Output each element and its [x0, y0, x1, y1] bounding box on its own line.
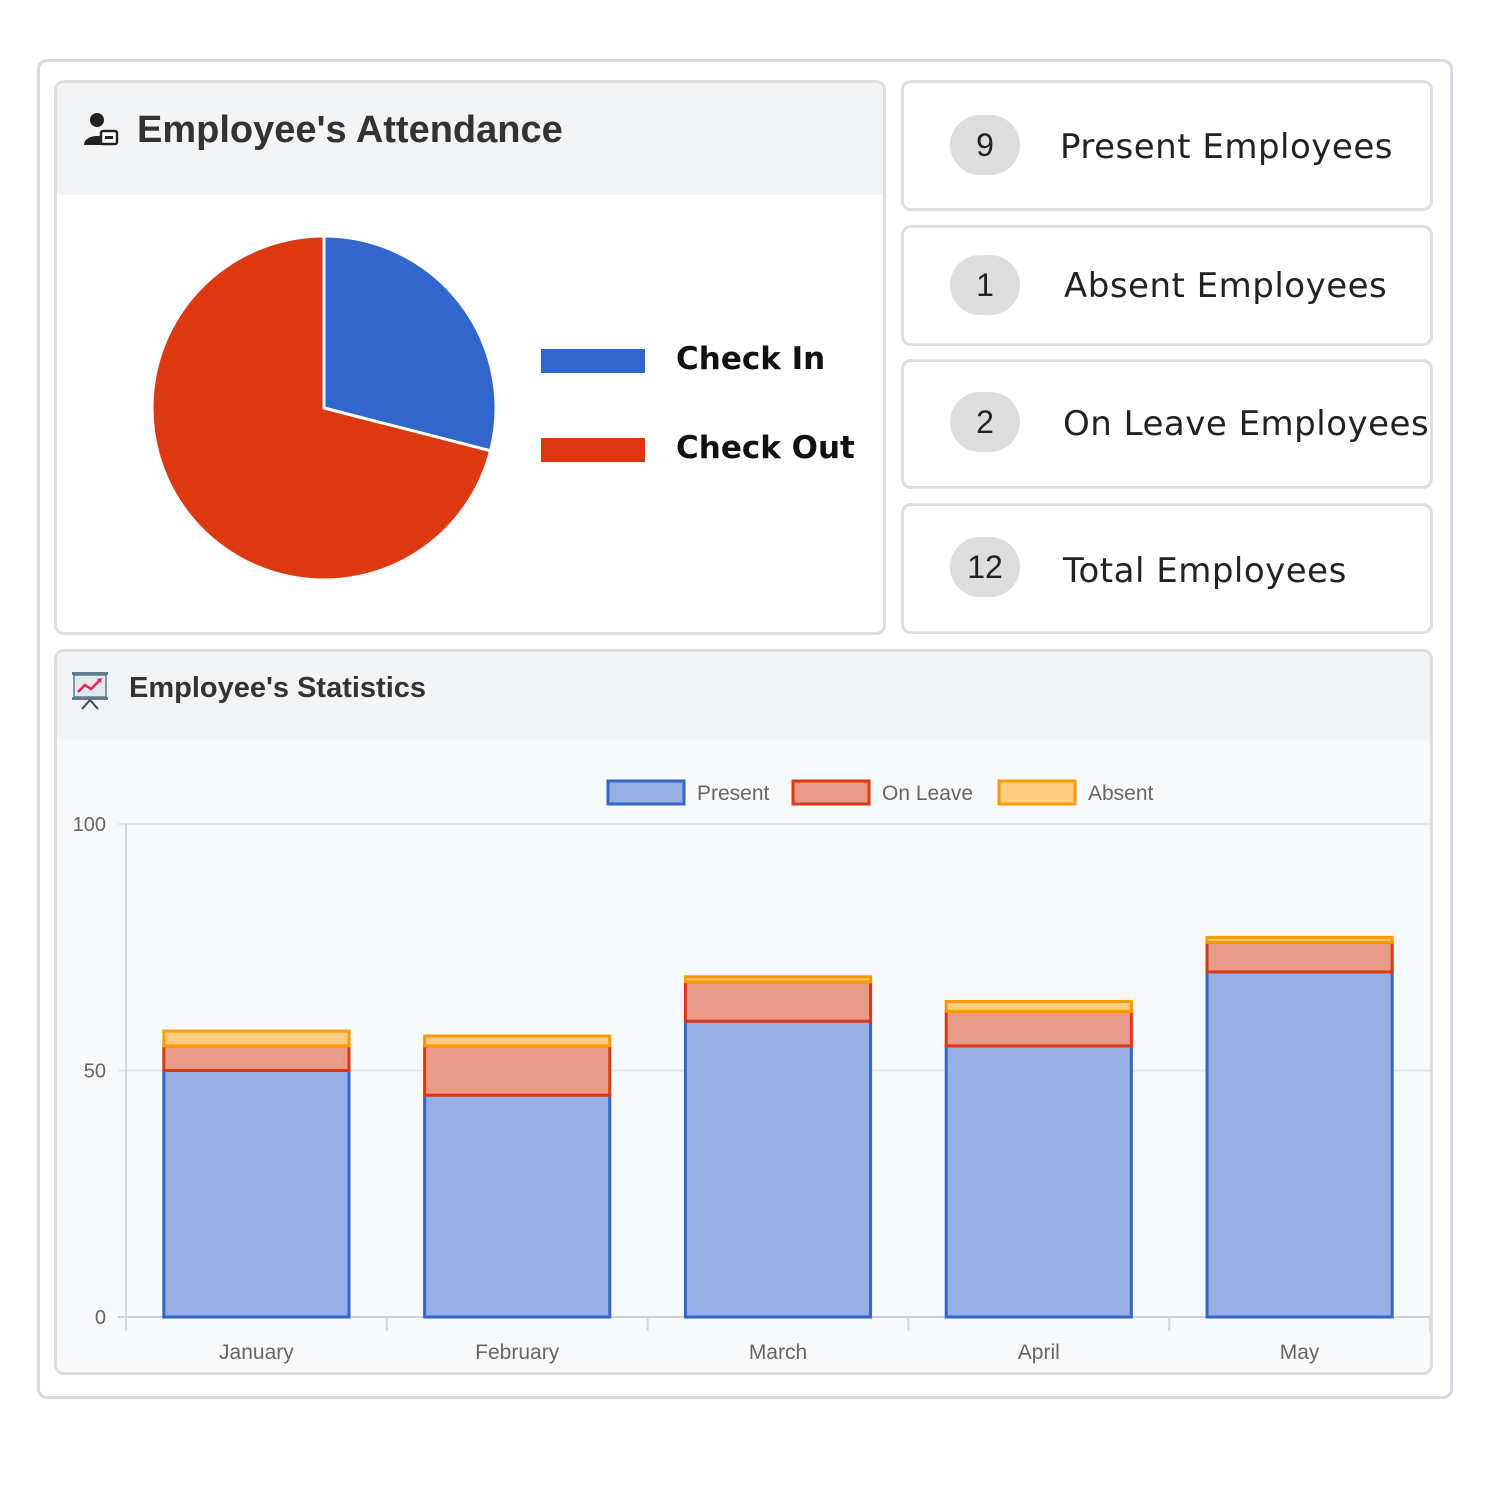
- legend-label-check-out: Check Out: [676, 430, 855, 466]
- pie-slice-check-in: [322, 234, 498, 453]
- bar-present-may: [1205, 970, 1394, 1319]
- bar-on-leave-january: [162, 1044, 351, 1073]
- attendance-pie-chart: [150, 234, 498, 582]
- x-tick-label: March: [749, 1341, 807, 1364]
- bar-absent-march: [683, 975, 873, 984]
- stat-label-absent: Absent Employees: [1064, 266, 1388, 306]
- stat-label-total: Total Employees: [1063, 551, 1347, 591]
- attendance-header: Employee's Attendance: [57, 83, 883, 195]
- user-badge-icon: [84, 113, 119, 146]
- stat-card-total[interactable]: 12 Total Employees: [901, 503, 1433, 634]
- y-tick-label: 100: [73, 814, 106, 836]
- bar-absent-may: [1205, 935, 1394, 944]
- x-tick-label: May: [1280, 1341, 1320, 1364]
- stat-card-on-leave[interactable]: 2 On Leave Employees: [901, 359, 1433, 489]
- x-tick-label: April: [1018, 1341, 1060, 1364]
- stat-card-absent[interactable]: 1 Absent Employees: [901, 225, 1433, 346]
- x-tick-label: January: [219, 1341, 294, 1364]
- legend-swatch-absent: [997, 779, 1077, 806]
- stat-count-absent: 1: [950, 255, 1020, 315]
- statistics-card: Employee's Statistics 0 50 100 January Febru…: [54, 649, 1433, 1375]
- bar-present-march: [683, 1019, 873, 1319]
- bar-present-january: [162, 1069, 351, 1319]
- bar-present-february: [423, 1093, 612, 1319]
- bar-present-april: [944, 1044, 1133, 1319]
- legend-label-on-leave: On Leave: [882, 782, 973, 805]
- legend-swatch-on-leave: [791, 779, 871, 806]
- stat-label-on-leave: On Leave Employees: [1063, 404, 1430, 444]
- legend-label-present: Present: [697, 782, 770, 805]
- stat-card-present[interactable]: 9 Present Employees: [901, 80, 1433, 211]
- statistics-bar-chart: 0 50 100 January February March April May Presen…: [73, 779, 1430, 1364]
- legend-label-absent: Absent: [1088, 782, 1154, 805]
- statistics-header: Employee's Statistics: [57, 652, 1430, 740]
- bar-on-leave-may: [1205, 940, 1394, 974]
- bar-on-leave-february: [423, 1044, 612, 1097]
- stat-count-present: 9: [950, 115, 1020, 175]
- bar-absent-january: [162, 1029, 351, 1048]
- bar-absent-february: [423, 1034, 612, 1048]
- legend-swatch-present: [606, 779, 686, 806]
- bar-absent-april: [944, 999, 1133, 1013]
- stat-label-present: Present Employees: [1060, 127, 1393, 167]
- y-tick-label: 50: [84, 1061, 106, 1083]
- statistics-title: Employee's Statistics: [129, 672, 427, 704]
- pie-slice-check-out: [150, 234, 493, 582]
- stat-count-on-leave: 2: [950, 392, 1020, 452]
- x-tick-label: February: [475, 1341, 560, 1364]
- legend-swatch-check-in: [541, 349, 645, 373]
- stat-count-total: 12: [950, 537, 1020, 597]
- attendance-card: Employee's Attendance Check In Check Out: [54, 80, 886, 635]
- presentation-chart-icon: [72, 672, 108, 710]
- attendance-title: Employee's Attendance: [137, 109, 563, 151]
- legend-label-check-in: Check In: [676, 341, 826, 377]
- bar-on-leave-march: [683, 980, 873, 1023]
- bar-on-leave-april: [944, 1009, 1133, 1048]
- y-tick-label: 0: [95, 1307, 106, 1329]
- legend-swatch-check-out: [541, 438, 645, 462]
